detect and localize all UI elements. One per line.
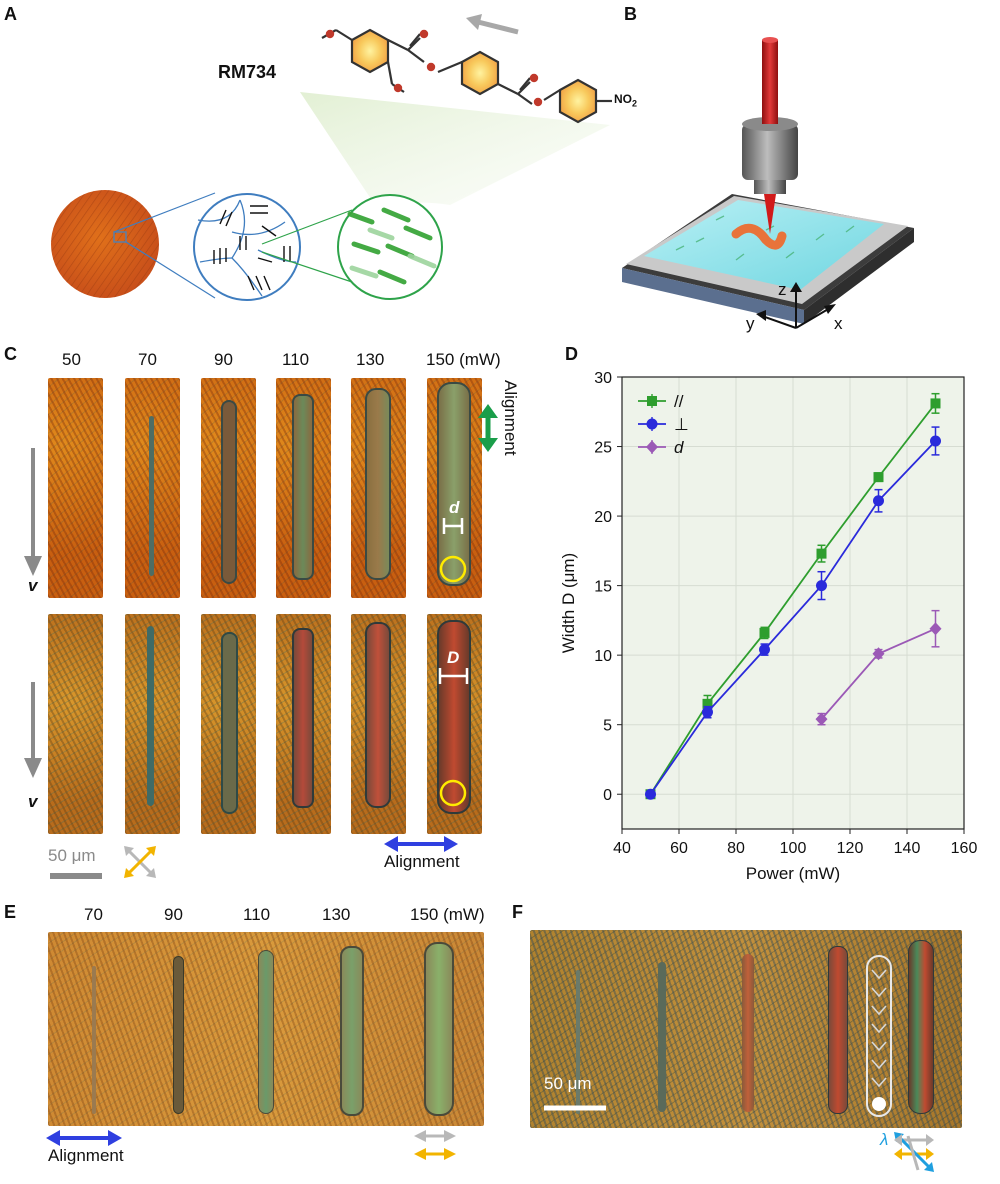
panel-b-setup: [622, 37, 914, 329]
c-small-d-label: d: [449, 498, 460, 517]
written-trace: [731, 223, 787, 250]
c-image-lower-150: [427, 614, 482, 834]
c-alignment-vertical: Alignment: [501, 380, 520, 456]
objective-lens: [742, 124, 798, 180]
sample-cell: [644, 200, 884, 290]
rm734-molecule: [321, 28, 612, 124]
legend-label: ⊥: [674, 415, 689, 434]
c-image-upper-90: [201, 378, 256, 598]
c-velocity-upper: v: [28, 576, 38, 595]
data-point: [873, 472, 884, 483]
series-line: [649, 402, 937, 795]
c-power-70: 70: [138, 350, 157, 369]
panel-e-arrows: [46, 1130, 456, 1160]
c-power-150: 150 (mW): [426, 350, 501, 369]
c-alignment-bottom: Alignment: [384, 852, 460, 871]
panel-label-a: A: [4, 4, 17, 24]
c-image-upper-110: [276, 378, 331, 598]
c-image-lower-110: [276, 614, 331, 834]
x-tick-label: 40: [613, 840, 631, 857]
c-image-upper-50: [48, 378, 103, 598]
direction-arrow: [477, 19, 519, 35]
laser-beam: [762, 40, 778, 124]
data-point: [929, 622, 942, 636]
panel-label-d: D: [565, 344, 578, 364]
f-scale-bar-label: 50 μm: [544, 1074, 592, 1093]
data-point: [759, 644, 770, 656]
x-tick-label: 160: [951, 840, 978, 857]
zoom-cone: [300, 92, 610, 205]
data-point: [816, 580, 827, 592]
c-image-lower-130: [351, 614, 406, 834]
legend-marker: [647, 396, 657, 406]
x-tick-label: 140: [894, 840, 921, 857]
legend-marker: [646, 418, 658, 430]
panel-label-c: C: [4, 344, 17, 364]
c-image-lower-50: [48, 614, 103, 834]
data-point: [872, 647, 885, 661]
c-power-130: 130: [356, 350, 385, 369]
legend-marker: [646, 440, 658, 454]
data-point: [702, 698, 713, 709]
panel-f-overlays: [544, 955, 934, 1172]
c-image-upper-150: [427, 378, 482, 598]
c-image-upper-130: [351, 378, 406, 598]
legend-label: d: [674, 438, 684, 457]
e-power-150: 150 (mW): [410, 905, 485, 924]
c-power-50: 50: [62, 350, 81, 369]
c-power-90: 90: [214, 350, 233, 369]
y-tick-label: 30: [594, 370, 612, 387]
width-vs-power-chart: 40 60 80 100 120 140 160 0 5 10 15 20 25 30 Power (mW)…: [559, 370, 978, 883]
c-image-lower-70: [125, 614, 180, 834]
panel-c-overlays: [24, 404, 498, 879]
e-power-130: 130: [322, 905, 351, 924]
panel-label-b: B: [624, 4, 637, 24]
panel-label-f: F: [512, 902, 523, 922]
x-tick-label: 120: [837, 840, 864, 857]
legend-label: //: [674, 392, 684, 411]
y-tick-label: 25: [594, 440, 612, 457]
y-tick-label: 20: [594, 509, 612, 526]
e-power-70: 70: [84, 905, 103, 924]
e-alignment-label: Alignment: [48, 1146, 124, 1165]
x-tick-label: 100: [780, 840, 807, 857]
e-power-90: 90: [164, 905, 183, 924]
c-power-110: 110: [282, 350, 310, 369]
x-tick-label: 80: [727, 840, 745, 857]
data-point: [816, 548, 827, 559]
molecule-name: RM734: [218, 62, 277, 82]
c-scale-bar-label: 50 μm: [48, 846, 96, 865]
data-point: [759, 627, 770, 638]
c-image-lower-90: [201, 614, 256, 834]
data-point: [645, 788, 656, 800]
c-big-d-label: D: [447, 648, 460, 667]
f-lambda-label: λ: [880, 1130, 889, 1149]
c-velocity-lower: v: [28, 792, 38, 811]
axis-x-label: x: [834, 314, 843, 333]
domain-circle: [193, 193, 301, 301]
data-point: [815, 712, 828, 726]
axis-y-label: y: [746, 314, 755, 333]
data-point: [930, 435, 941, 447]
panel-a-illustration: [51, 14, 612, 301]
x-tick-label: 60: [670, 840, 688, 857]
y-tick-label: 0: [603, 787, 612, 804]
e-power-110: 110: [243, 905, 271, 924]
nitro-group: NO2: [614, 92, 638, 109]
y-tick-label: 15: [594, 579, 612, 596]
data-point: [873, 495, 884, 507]
x-axis-label: Power (mW): [746, 864, 840, 883]
panel-label-e: E: [4, 902, 17, 922]
series-line: [649, 440, 937, 795]
axis-z-label: z: [778, 280, 787, 299]
y-axis-label: Width D (μm): [559, 553, 578, 653]
coordinate-axes: [761, 288, 831, 329]
y-tick-label: 5: [603, 718, 612, 735]
e-micrograph: [48, 932, 484, 1126]
c-image-upper-70: [125, 378, 180, 598]
data-point: [702, 706, 713, 718]
data-point: [930, 398, 941, 409]
y-tick-label: 10: [594, 648, 612, 665]
